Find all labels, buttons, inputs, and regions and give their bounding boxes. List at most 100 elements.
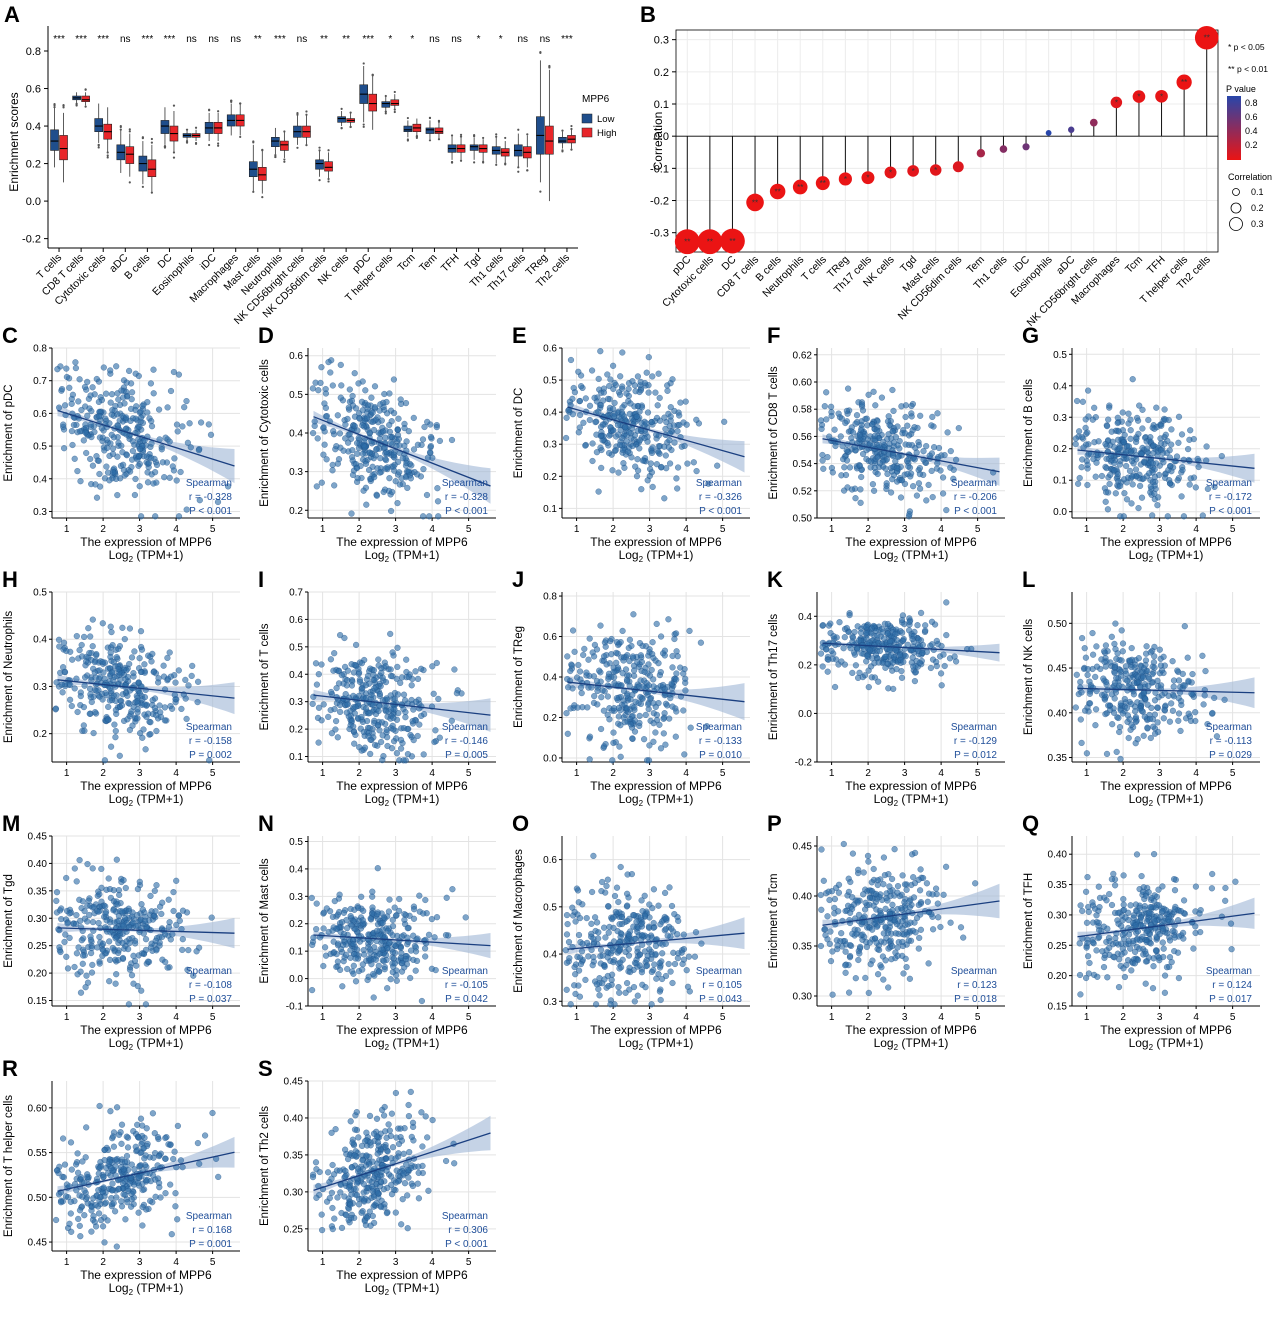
scatter-point	[673, 676, 680, 683]
x-axis-subtitle: Log2 (TPM+1)	[109, 792, 184, 808]
x-tick-label: 3	[137, 524, 143, 535]
lollipop-point	[1045, 130, 1052, 136]
outlier-point	[340, 107, 343, 110]
scatter-point	[348, 682, 355, 689]
scatter-point	[1112, 646, 1119, 653]
scatter-point	[74, 708, 81, 716]
scatter-point	[916, 659, 923, 666]
scatter-point	[81, 908, 88, 915]
scatter-point	[863, 415, 870, 422]
scatter-point	[910, 483, 917, 490]
scatter-point	[320, 925, 327, 932]
outlier-point	[128, 130, 131, 133]
scatter-point	[1102, 711, 1109, 718]
scatter-point	[586, 635, 593, 642]
method-label: Spearman	[1206, 722, 1252, 733]
r-value-label: r = -0.129	[954, 736, 998, 747]
scatter-point	[322, 952, 330, 959]
scatter-point	[451, 666, 458, 673]
scatter-point	[82, 429, 89, 436]
scatter-point	[88, 950, 95, 957]
scatter-point	[318, 479, 325, 486]
scatter-point	[142, 936, 150, 943]
scatter-point	[317, 379, 324, 386]
scatter-point	[337, 361, 344, 368]
scatter-point	[887, 637, 894, 645]
scatter-point	[1175, 717, 1182, 724]
scatter-point	[839, 443, 846, 450]
r-value-label: r = -0.206	[954, 492, 998, 503]
x-axis-title: The expression of MPP6	[80, 779, 212, 793]
scatter-point	[126, 367, 133, 374]
x-tick-label: 5	[466, 768, 472, 779]
scatter-point	[934, 410, 941, 417]
outlier-point	[406, 138, 409, 141]
scatter-point	[1177, 727, 1184, 734]
scatter-point	[322, 390, 329, 397]
r-value-label: r = -0.105	[445, 980, 489, 991]
significance-label: *	[388, 34, 392, 45]
scatter-point	[142, 746, 149, 753]
scatter-point	[136, 483, 143, 490]
scatter-point	[66, 934, 73, 941]
scatter-point	[610, 362, 617, 369]
scatter-point	[904, 422, 911, 429]
scatter-point	[183, 398, 190, 405]
x-tick-label: 4	[429, 524, 435, 535]
scatter-point	[125, 1001, 132, 1008]
scatter-point	[109, 669, 116, 676]
y-axis-title: Enrichment of Th17 cells	[768, 614, 780, 741]
outlier-point	[97, 144, 100, 147]
scatter-point	[601, 653, 608, 660]
scatter-point	[170, 907, 177, 915]
scatter-point	[1160, 653, 1167, 660]
scatter-point	[1089, 630, 1096, 637]
scatter-point	[1111, 669, 1118, 676]
x-tick-label: 3	[1157, 524, 1163, 535]
scatter-point	[366, 955, 373, 962]
scatter-point	[118, 702, 126, 709]
scatter-point	[1104, 423, 1111, 430]
scatter-point	[354, 440, 361, 447]
scatter-point	[1119, 640, 1127, 647]
y-tick-label: 0.0	[1053, 507, 1067, 518]
scatter-point	[817, 417, 825, 424]
scatter-point	[136, 878, 143, 885]
box-high	[257, 167, 267, 181]
scatter-point	[1118, 627, 1125, 634]
x-axis-subtitle: Log2 (TPM+1)	[365, 1036, 440, 1052]
scatter-point	[361, 951, 368, 958]
scatter-point	[687, 724, 694, 731]
scatter-point	[1171, 458, 1178, 465]
x-tick-label: 1	[64, 768, 70, 779]
panel-b: B-0.3-0.2-0.10.00.10.20.3Correlation**pD…	[640, 2, 1272, 329]
scatter-point	[1101, 691, 1108, 698]
x-axis-subtitle-log: Log	[365, 1036, 385, 1050]
scatter-point	[358, 713, 365, 721]
scatter-point	[130, 673, 137, 680]
scatter-point	[148, 418, 155, 425]
scatter-point	[1098, 472, 1105, 480]
scatter-point	[432, 967, 439, 974]
x-tick-label: 2	[100, 524, 106, 535]
method-label: Spearman	[951, 722, 997, 733]
scatter-point	[73, 633, 80, 640]
scatter-point	[363, 501, 370, 508]
outlier-point	[526, 133, 529, 136]
scatter-point	[89, 462, 96, 469]
scatter-point	[609, 467, 616, 474]
regression-line	[313, 416, 491, 487]
outlier-point	[495, 135, 498, 138]
scatter-point	[938, 682, 945, 689]
scatter-point	[352, 662, 359, 669]
scatter-point	[933, 663, 940, 670]
scatter-point	[128, 972, 136, 979]
scatter-point	[214, 498, 222, 506]
scatter-point	[1147, 734, 1154, 742]
scatter-point	[646, 742, 653, 749]
scatter-point	[320, 701, 327, 708]
scatter-point	[673, 670, 680, 677]
outlier-point	[349, 125, 352, 129]
